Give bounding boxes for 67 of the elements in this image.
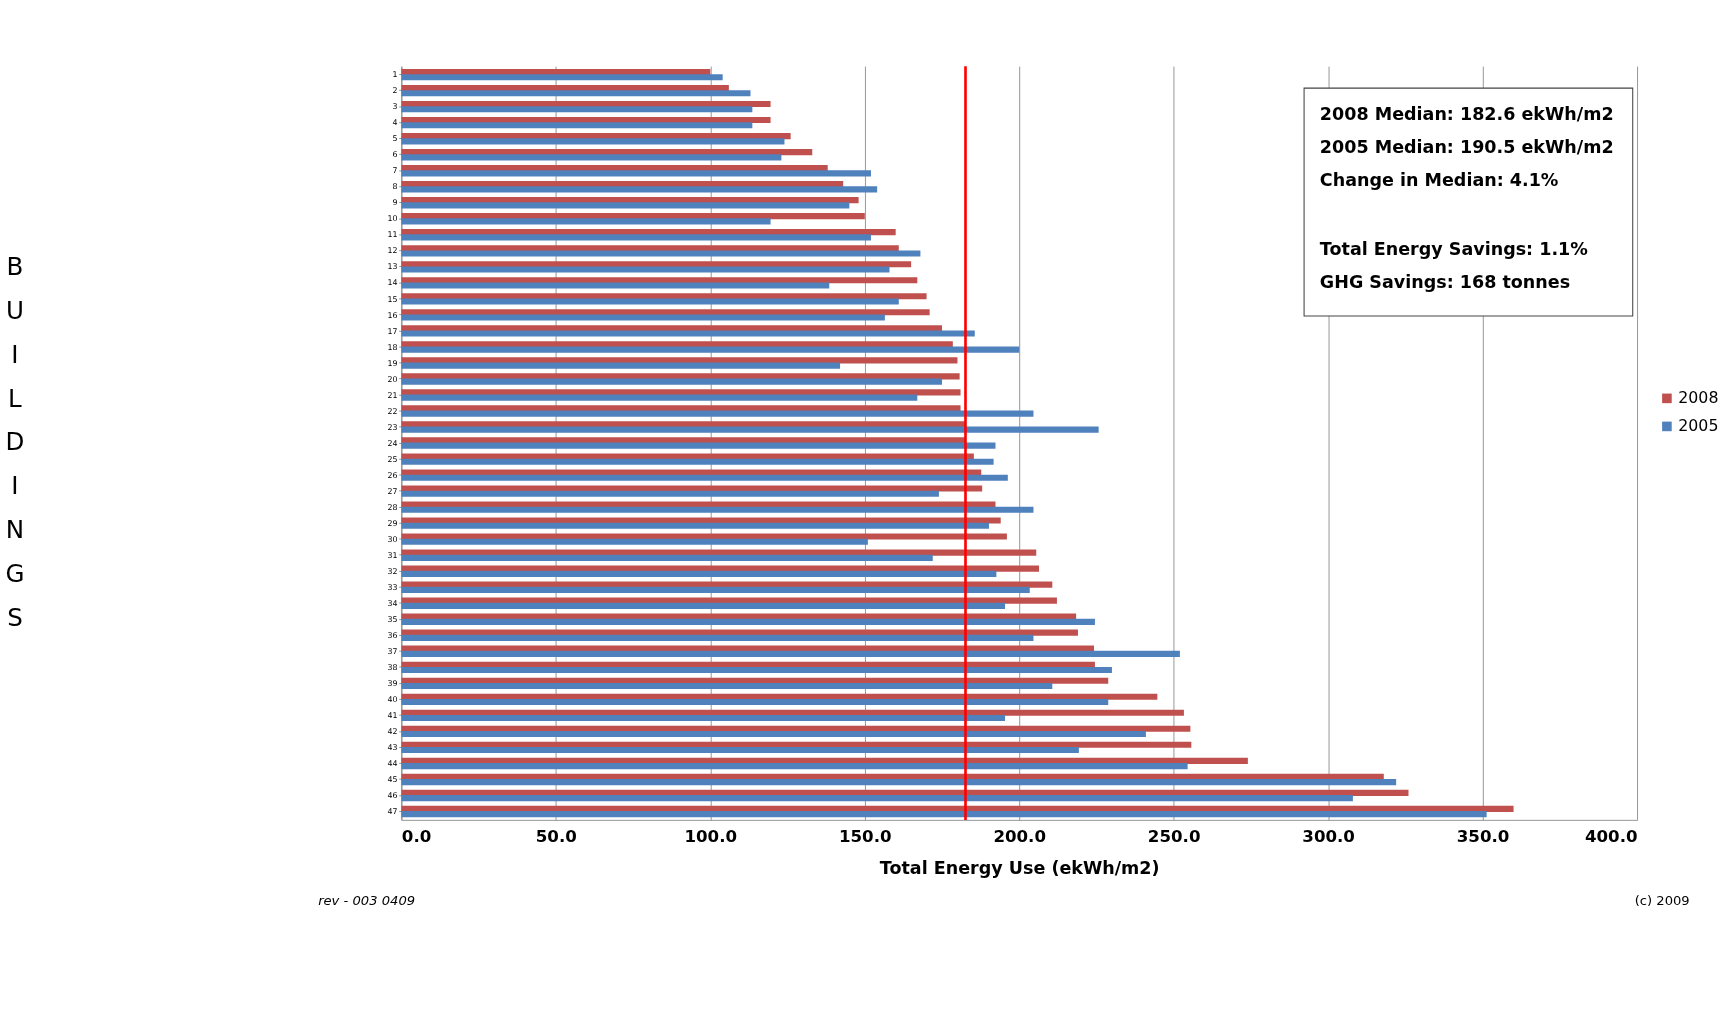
y-tick-label: 29 xyxy=(387,518,398,528)
y-tick-label: 36 xyxy=(387,630,398,640)
y-tick-label: 31 xyxy=(387,550,398,560)
y-tick-label: 37 xyxy=(387,646,398,656)
y-tick-label: 45 xyxy=(387,775,398,785)
y-tick-label: 21 xyxy=(387,390,398,400)
x-tick-label: 300.0 xyxy=(1302,827,1355,847)
y-tick-label: 5 xyxy=(392,134,398,144)
legend-label: 2008 xyxy=(1678,387,1719,407)
x-tick-label: 400.0 xyxy=(1584,827,1638,847)
legend-label: 2005 xyxy=(1678,415,1719,435)
y-tick-label: 46 xyxy=(387,791,398,801)
x-axis-title: Total Energy Use (ekWh/m2) xyxy=(879,857,1160,878)
y-tick-label: 13 xyxy=(387,262,398,272)
text: (c) 2009 xyxy=(1634,892,1690,908)
y-tick-label: 16 xyxy=(387,310,398,320)
y-tick-label: 23 xyxy=(387,422,398,432)
y-tick-label: 9 xyxy=(392,198,398,208)
y-tick-label: 25 xyxy=(387,454,398,464)
annotation: 2005 Median: 190.5 ekWh/m2 xyxy=(1319,136,1614,157)
y-tick-label: 12 xyxy=(387,246,398,256)
y-tick-label: 24 xyxy=(387,438,398,448)
y-tick-label: 39 xyxy=(387,678,398,688)
y-tick-label: 47 xyxy=(387,807,398,817)
y-tick-label: 34 xyxy=(387,598,398,608)
annotation: Change in Median: 4.1% xyxy=(1319,170,1559,191)
y-tick-label: 8 xyxy=(392,182,398,192)
y-tick-label: 18 xyxy=(387,342,398,352)
y-tick-label: 41 xyxy=(387,711,398,721)
y-tick-label: 14 xyxy=(387,278,398,288)
y-tick-label: 4 xyxy=(392,118,398,128)
y-tick-label: 20 xyxy=(387,374,398,384)
y-tick-label: 17 xyxy=(387,326,398,336)
y-tick-label: 22 xyxy=(387,406,398,416)
annotation: Total Energy Savings: 1.1% xyxy=(1319,238,1588,259)
y-tick-label: 10 xyxy=(387,214,398,224)
y-tick-label: 7 xyxy=(392,166,398,176)
y-tick-label: 35 xyxy=(387,614,398,624)
x-tick-label: 50.0 xyxy=(535,827,577,847)
y-tick-label: 3 xyxy=(392,102,398,112)
y-tick-label: 33 xyxy=(387,582,398,592)
x-tick-label: 250.0 xyxy=(1147,827,1201,847)
y-tick-label: 43 xyxy=(387,743,398,753)
y-tick-label: 2 xyxy=(392,86,398,96)
annotation: GHG Savings: 168 tonnes xyxy=(1319,271,1571,292)
x-tick-label: 100.0 xyxy=(684,827,738,847)
y-tick-label: 27 xyxy=(387,486,398,496)
x-tick-label: 350.0 xyxy=(1456,827,1510,847)
text: BUILDINGS xyxy=(5,252,25,632)
y-tick-label: 28 xyxy=(387,502,398,512)
y-tick-label: 44 xyxy=(387,759,398,769)
y-tick-label: 30 xyxy=(387,534,398,544)
x-tick-label: 200.0 xyxy=(993,827,1047,847)
x-tick-label: 0.0 xyxy=(401,827,432,847)
y-tick-label: 11 xyxy=(387,230,398,240)
x-tick-label: 150.0 xyxy=(838,827,892,847)
y-tick-label: 32 xyxy=(387,566,398,576)
y-tick-label: 42 xyxy=(387,727,398,737)
text: rev - 003 0409 xyxy=(318,892,416,908)
y-tick-label: 26 xyxy=(387,470,398,480)
y-tick-label: 38 xyxy=(387,662,398,672)
y-tick-label: 15 xyxy=(387,294,398,304)
y-tick-label: 6 xyxy=(392,150,398,160)
y-tick-label: 1 xyxy=(392,70,398,80)
y-tick-label: 40 xyxy=(387,694,398,704)
y-tick-label: 19 xyxy=(387,358,398,368)
annotation: 2008 Median: 182.6 ekWh/m2 xyxy=(1319,103,1614,124)
